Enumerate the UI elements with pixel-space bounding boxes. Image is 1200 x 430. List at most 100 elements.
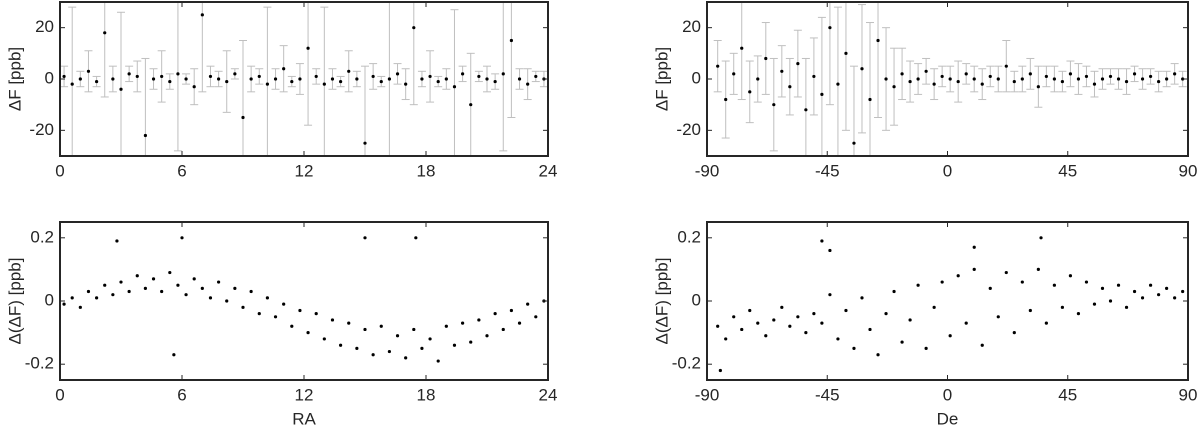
panel: 0 6 12 18 24 -20 0 20 ΔF [ppb] <box>5 1 558 180</box>
point <box>764 56 768 61</box>
plot-area <box>713 2 1187 156</box>
point <box>756 321 760 325</box>
point <box>852 346 856 350</box>
point <box>836 82 840 86</box>
point <box>1076 312 1081 316</box>
point <box>282 302 286 306</box>
y-tick-label: 20 <box>682 17 701 36</box>
point <box>172 353 176 357</box>
point <box>820 239 824 243</box>
point <box>517 77 522 81</box>
point <box>932 82 936 86</box>
point <box>820 92 824 96</box>
y-tick-label: 0.2 <box>677 227 701 246</box>
point <box>956 79 960 84</box>
y-axis-label: Δ(ΔF) [ppb] <box>652 258 671 345</box>
y-tick-label: 20 <box>35 17 54 36</box>
point <box>208 74 213 79</box>
point <box>282 67 286 71</box>
point <box>371 74 375 79</box>
x-tick-label: 24 <box>539 161 558 180</box>
point <box>796 315 800 319</box>
y-tick-label: -20 <box>676 120 701 139</box>
point <box>86 69 91 73</box>
point <box>168 79 172 84</box>
point <box>732 315 736 319</box>
point <box>355 346 359 350</box>
point <box>1100 286 1105 290</box>
point <box>347 321 351 325</box>
point <box>412 327 416 332</box>
point <box>461 321 465 325</box>
point <box>78 305 82 309</box>
error-bar <box>874 2 883 118</box>
plot-area <box>60 2 548 156</box>
point <box>70 82 74 86</box>
point <box>1028 308 1032 313</box>
point <box>1165 286 1169 290</box>
point <box>135 274 139 278</box>
y-axis-label: ΔF [ppb] <box>652 47 671 111</box>
point <box>900 340 904 344</box>
point <box>371 353 375 357</box>
point <box>273 77 278 81</box>
point <box>78 77 82 81</box>
point <box>339 79 343 84</box>
x-tick-label: 45 <box>1058 385 1077 404</box>
point <box>355 77 359 81</box>
point <box>828 248 832 253</box>
point <box>322 337 326 341</box>
point <box>1036 267 1040 271</box>
point <box>1076 77 1081 81</box>
point <box>972 77 976 81</box>
point <box>796 62 800 66</box>
point <box>184 77 188 81</box>
point <box>233 72 237 76</box>
point <box>62 74 66 79</box>
x-tick-label: 0 <box>943 161 952 180</box>
y-tick-label: -0.2 <box>672 354 701 373</box>
point <box>908 79 912 84</box>
x-tick-label: -45 <box>815 385 840 404</box>
point <box>534 315 538 319</box>
point <box>436 79 440 84</box>
panel: -90 -45 0 45 90 -20 0 20 ΔF [ppb] <box>652 1 1197 180</box>
point <box>265 82 269 86</box>
y-tick-label: 0.2 <box>30 227 54 246</box>
point <box>469 103 473 107</box>
point <box>980 82 984 86</box>
point <box>1148 283 1153 287</box>
axes-box <box>706 221 1189 381</box>
point <box>412 26 416 30</box>
point <box>160 74 164 79</box>
point <box>772 318 776 322</box>
point <box>716 64 720 68</box>
point <box>980 343 984 347</box>
x-tick-label: 12 <box>295 385 314 404</box>
point <box>428 337 432 341</box>
x-tick-label: 0 <box>55 161 64 180</box>
point <box>924 346 928 350</box>
point <box>387 349 391 354</box>
y-tick-label: 0 <box>45 68 54 87</box>
point <box>948 77 952 81</box>
y-tick-label: 0 <box>692 290 701 309</box>
point <box>1060 305 1065 309</box>
point <box>404 82 408 86</box>
point <box>812 312 816 316</box>
point <box>103 31 107 35</box>
point <box>127 289 131 294</box>
point <box>732 72 736 76</box>
x-tick-label: 0 <box>943 385 952 404</box>
point <box>151 277 156 281</box>
point <box>501 327 505 332</box>
point <box>740 327 744 332</box>
x-tick-label: 45 <box>1058 161 1077 180</box>
point <box>420 77 424 81</box>
point <box>404 356 408 360</box>
error-bar <box>100 2 109 98</box>
point <box>718 368 722 373</box>
error-bar <box>304 2 313 126</box>
point <box>1052 283 1056 287</box>
